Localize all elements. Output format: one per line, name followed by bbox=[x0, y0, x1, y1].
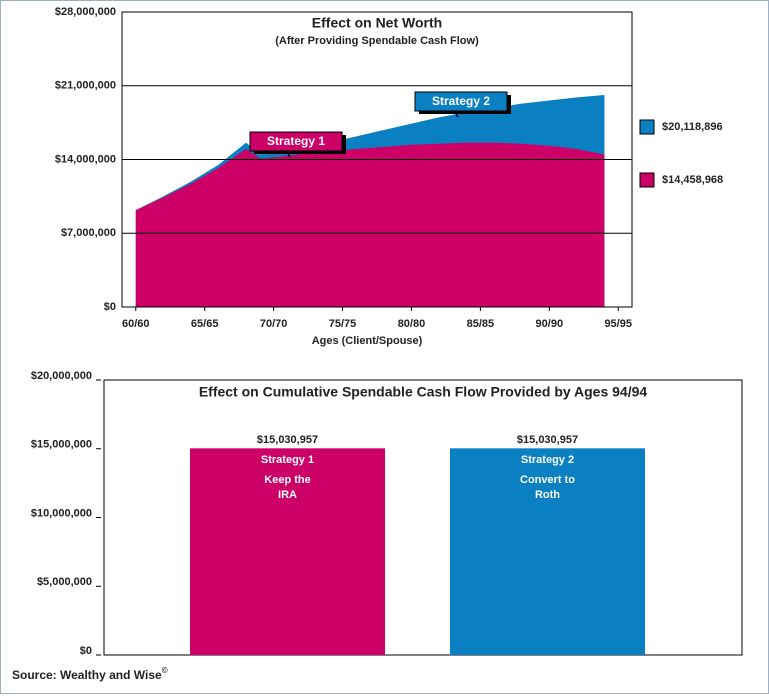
callout-box bbox=[249, 131, 343, 152]
chart-title: Effect on Net Worth bbox=[312, 15, 442, 31]
x-tick-label: 80/80 bbox=[398, 318, 426, 330]
x-tick-label: 95/95 bbox=[604, 318, 632, 330]
y-tick-label: $14,000,000 bbox=[55, 153, 116, 165]
callout-label: Strategy 2 bbox=[432, 94, 490, 108]
legend-label: $14,458,968 bbox=[662, 174, 723, 186]
bar-category-label: Strategy 1 bbox=[261, 454, 314, 466]
y-tick-label: $15,000,000 bbox=[31, 439, 92, 451]
y-tick-label: $21,000,000 bbox=[55, 80, 116, 92]
bar-description: IRA bbox=[278, 489, 297, 501]
x-tick-label: 75/75 bbox=[329, 318, 357, 330]
source-mark: © bbox=[162, 666, 168, 675]
bar-value-label: $15,030,957 bbox=[257, 434, 318, 446]
y-tick-label: $20,000,000 bbox=[31, 370, 92, 382]
chart-subtitle: (After Providing Spendable Cash Flow) bbox=[275, 35, 479, 47]
x-tick-label: 85/85 bbox=[467, 318, 495, 330]
x-tick-label: 60/60 bbox=[122, 318, 150, 330]
bar-category-label: Strategy 2 bbox=[521, 454, 574, 466]
legend-label: $20,118,896 bbox=[662, 121, 723, 133]
bar-description: Roth bbox=[535, 489, 560, 501]
y-tick-label: $0 bbox=[104, 301, 116, 313]
y-tick-label: $10,000,000 bbox=[31, 507, 92, 519]
x-tick-label: 70/70 bbox=[260, 318, 288, 330]
x-tick-label: 90/90 bbox=[536, 318, 564, 330]
plot-frame bbox=[121, 11, 633, 308]
source: Source: Wealthy and Wise© bbox=[12, 666, 168, 682]
area bbox=[135, 142, 605, 307]
legend-swatch bbox=[639, 172, 655, 188]
chart-title: Effect on Cumulative Spendable Cash Flow… bbox=[199, 384, 648, 400]
source-text: Source: Wealthy and Wise bbox=[12, 668, 162, 682]
x-tick-label: 65/65 bbox=[191, 318, 219, 330]
bar bbox=[190, 448, 385, 655]
callout-label: Strategy 1 bbox=[267, 134, 325, 148]
y-tick-label: $7,000,000 bbox=[61, 227, 116, 239]
bar bbox=[450, 448, 645, 655]
y-tick-label: $5,000,000 bbox=[37, 576, 92, 588]
x-axis-label: Ages (Client/Spouse) bbox=[312, 335, 423, 347]
bar-value-label: $15,030,957 bbox=[517, 434, 578, 446]
y-tick-label: $0 bbox=[80, 645, 92, 657]
bar-description: Convert to bbox=[520, 474, 575, 486]
bar-description: Keep the bbox=[264, 474, 310, 486]
callout-box bbox=[414, 91, 508, 112]
legend-swatch bbox=[639, 119, 655, 135]
y-tick-label: $28,000,000 bbox=[55, 6, 116, 18]
